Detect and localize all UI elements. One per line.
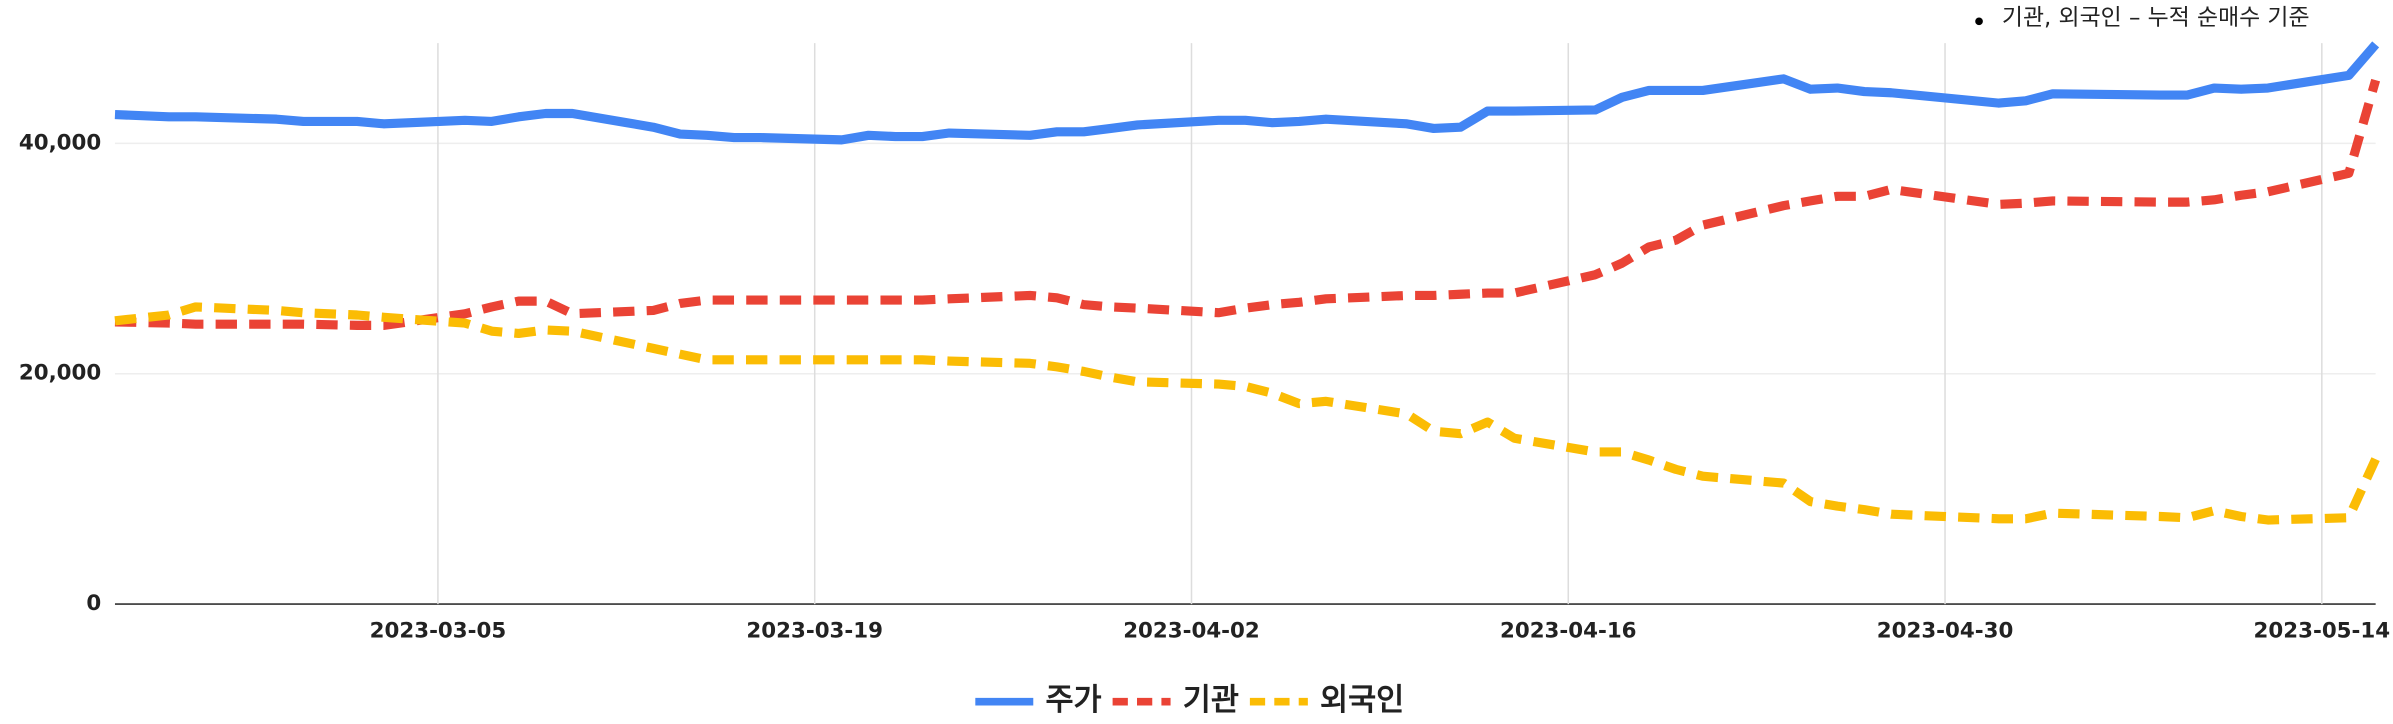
annotation: 기관, 외국인 – 누적 순매수 기준 xyxy=(2002,5,2310,31)
y-tick-label: 40,000 xyxy=(19,130,101,155)
annotation-bullet xyxy=(1975,17,1983,26)
x-tick-label: 2023-04-02 xyxy=(1123,619,1260,644)
y-tick-label: 20,000 xyxy=(19,361,101,386)
legend-label: 주가 xyxy=(1045,683,1101,718)
line-series xyxy=(114,41,2380,145)
x-tick-label: 2023-04-30 xyxy=(1877,619,2014,644)
line-series xyxy=(114,78,2381,330)
x-tick-label: 2023-05-14 xyxy=(2254,619,2391,644)
legend-label: 기관 xyxy=(1183,683,1239,718)
legend-label: 외국인 xyxy=(1320,683,1404,718)
x-tick-label: 2023-03-19 xyxy=(746,619,883,644)
x-tick-label: 2023-03-05 xyxy=(370,619,507,644)
y-tick-label: 0 xyxy=(86,591,101,616)
line-series xyxy=(114,302,2380,525)
x-tick-label: 2023-04-16 xyxy=(1500,619,1637,644)
